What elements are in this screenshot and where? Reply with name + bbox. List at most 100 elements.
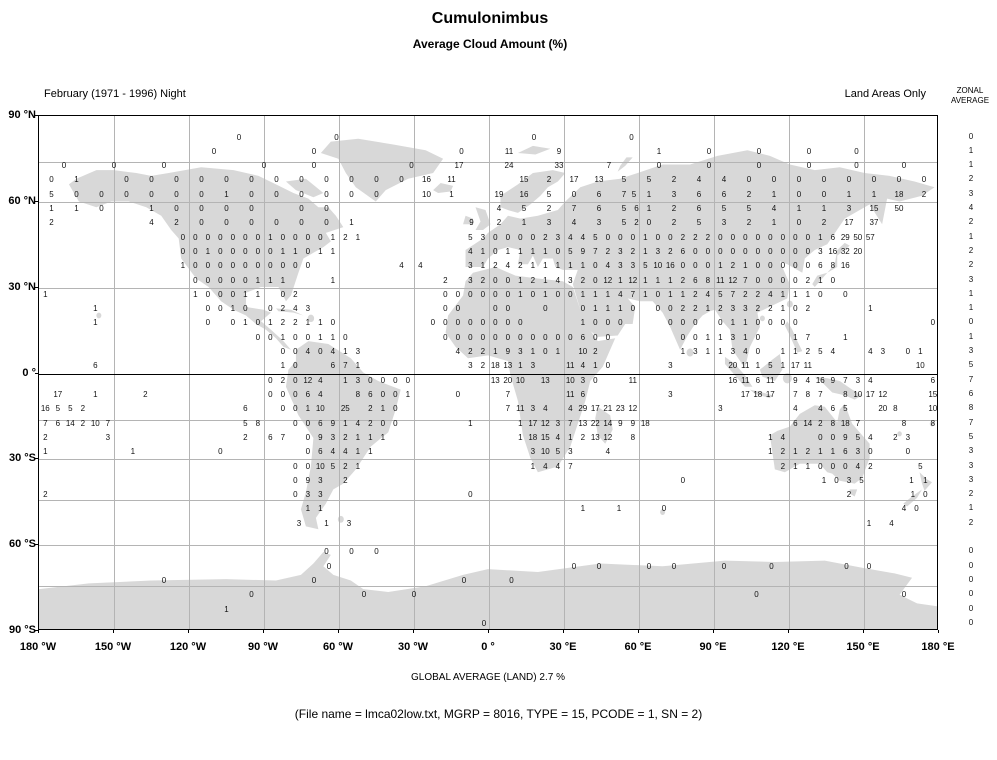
data-value: 0 xyxy=(905,347,911,356)
data-value: 0 xyxy=(768,275,773,285)
data-value: 0 xyxy=(249,204,254,213)
data-value: 4 xyxy=(355,418,361,428)
data-value: 0 xyxy=(293,375,298,385)
data-value: 0 xyxy=(780,246,786,256)
data-value: 0 xyxy=(755,232,761,242)
data-value: 5 xyxy=(555,447,561,457)
data-value: 3 xyxy=(846,204,852,213)
zonal-average-header-line2: AVERAGE xyxy=(950,96,990,105)
data-value: 0 xyxy=(443,289,448,299)
data-value: 0 xyxy=(768,246,773,256)
data-value: 3 xyxy=(568,447,573,457)
data-value: 6 xyxy=(580,390,586,399)
data-value: 1 xyxy=(593,361,598,371)
data-value: 9 xyxy=(318,432,323,442)
data-value: 4 xyxy=(580,361,586,371)
data-value: 2 xyxy=(755,304,761,314)
data-value: 0 xyxy=(218,261,223,271)
data-value: 5 xyxy=(918,461,923,471)
data-value: 5 xyxy=(521,204,527,213)
data-value: 0 xyxy=(49,175,54,185)
data-value: 15 xyxy=(540,432,550,442)
lon-axis-label: 120 °E xyxy=(771,641,805,653)
data-value: 0 xyxy=(530,289,536,299)
data-value: 1 xyxy=(656,146,662,156)
data-value: 0 xyxy=(754,590,759,600)
data-value: 0 xyxy=(224,218,229,228)
data-value: 3 xyxy=(855,447,861,457)
data-value: 0 xyxy=(374,189,379,199)
axis-tick xyxy=(35,115,38,116)
data-value: 1 xyxy=(818,232,823,242)
data-value: 0 xyxy=(805,261,811,271)
data-value: 16 xyxy=(40,404,50,414)
data-value: 2 xyxy=(671,175,677,185)
data-value: 1 xyxy=(668,289,673,299)
zonal-average-value: 1 xyxy=(968,288,974,298)
data-value: 0 xyxy=(854,161,859,171)
data-value: 2 xyxy=(43,490,48,500)
data-value: 0 xyxy=(299,189,304,199)
data-value: 0 xyxy=(655,232,661,242)
data-value: 3 xyxy=(468,361,473,371)
data-value: 4 xyxy=(768,289,773,299)
data-value: 1 xyxy=(780,347,786,356)
data-value: 0 xyxy=(230,318,236,328)
data-value: 3 xyxy=(630,261,636,271)
data-value: 0 xyxy=(230,246,236,256)
data-value: 0 xyxy=(305,261,311,271)
data-value: 1 xyxy=(224,189,229,199)
data-value: 4 xyxy=(543,404,548,414)
data-value: 13 xyxy=(540,375,550,385)
data-value: 5 xyxy=(746,204,752,213)
data-value: 0 xyxy=(868,447,873,457)
data-value: 2 xyxy=(580,275,586,285)
data-value: 0 xyxy=(805,232,811,242)
data-value: 7 xyxy=(593,246,598,256)
data-value: 0 xyxy=(755,347,761,356)
data-value: 33 xyxy=(554,161,564,171)
data-value: 4 xyxy=(830,347,836,356)
data-value: 14 xyxy=(65,418,75,428)
data-value: 12 xyxy=(603,275,613,285)
data-value: 1 xyxy=(349,218,354,228)
data-value: 0 xyxy=(480,332,486,342)
data-value: 0 xyxy=(509,575,514,585)
data-value: 0 xyxy=(480,318,486,328)
data-value: 1 xyxy=(380,432,386,442)
data-value: 3 xyxy=(296,518,302,528)
data-value: 2 xyxy=(480,361,486,371)
data-value: 10 xyxy=(653,261,663,271)
data-value: 6 xyxy=(634,204,639,213)
zonal-average-value: 3 xyxy=(968,474,974,484)
data-value: 0 xyxy=(543,332,548,342)
data-value: 0 xyxy=(543,304,548,314)
data-value: 0 xyxy=(243,304,248,314)
data-value: 0 xyxy=(618,232,623,242)
data-value: 10 xyxy=(540,447,550,457)
data-value: 1 xyxy=(93,318,98,328)
data-value: 1 xyxy=(530,461,536,471)
data-value: 0 xyxy=(593,375,598,385)
data-value: 17 xyxy=(790,361,800,371)
data-value: 0 xyxy=(480,289,486,299)
data-value: 11 xyxy=(566,361,575,371)
data-value: 0 xyxy=(199,175,204,185)
data-value: 0 xyxy=(205,261,211,271)
zonal-average-value: 2 xyxy=(968,174,974,184)
data-value: 9 xyxy=(618,418,623,428)
data-value: 1 xyxy=(768,432,773,442)
data-value: 1 xyxy=(718,347,723,356)
data-value: 0 xyxy=(243,275,248,285)
zonal-average-value: 6 xyxy=(968,389,974,398)
data-value: 1 xyxy=(280,361,286,371)
data-value: 2 xyxy=(730,261,736,271)
data-value: 1 xyxy=(805,461,811,471)
data-value: 0 xyxy=(268,390,273,399)
data-value: 8 xyxy=(830,418,836,428)
data-value: 8 xyxy=(893,404,898,414)
data-value: 0 xyxy=(199,189,204,199)
data-value: 2 xyxy=(668,246,673,256)
data-value: 1 xyxy=(793,447,798,457)
data-value: 0 xyxy=(793,275,798,285)
